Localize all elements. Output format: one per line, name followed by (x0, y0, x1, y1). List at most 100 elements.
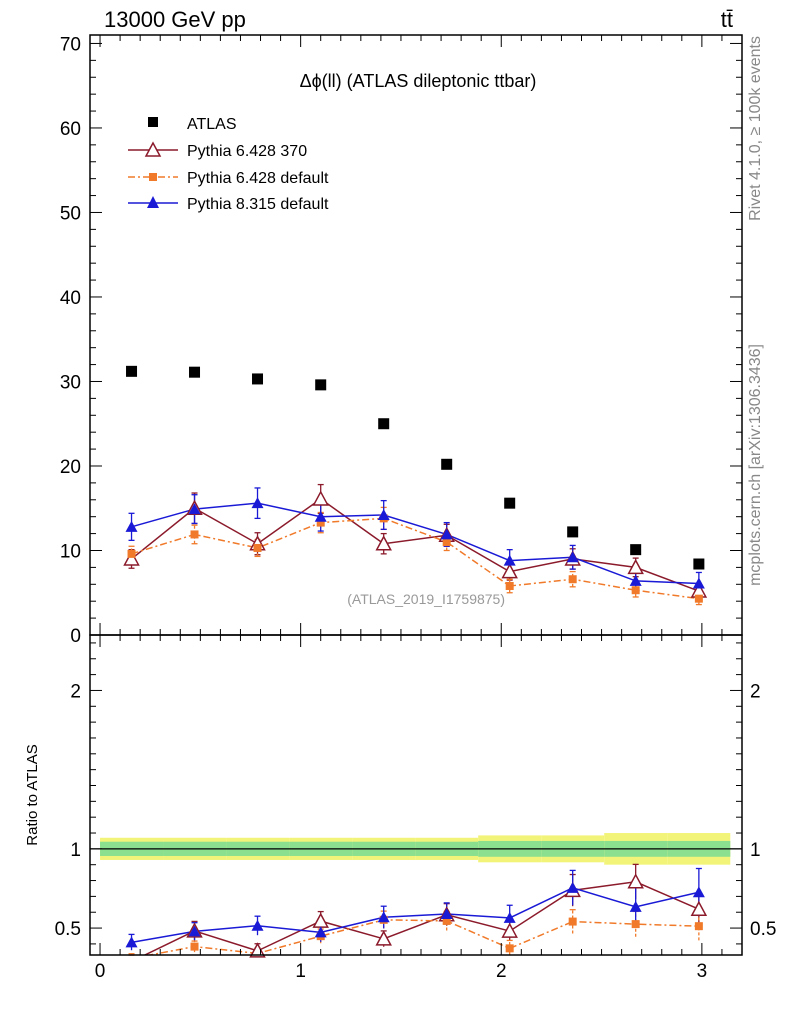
main-point-2-9 (694, 594, 703, 603)
main-y-tick-label-7: 70 (60, 34, 81, 55)
series-markers (123, 365, 708, 958)
ratio-point-2-6 (505, 944, 514, 953)
main-point-0-9 (693, 558, 705, 570)
ratio-plot-frame (89, 634, 743, 956)
ratio-series-line-1 (143, 881, 700, 955)
ratio-point-1-9 (690, 900, 708, 916)
ratio-point-3-9 (692, 886, 705, 898)
ratio-y-tick-label-left-1: 1 (70, 840, 81, 861)
legend-marker-pythia6-default (149, 173, 157, 181)
main-point-2-7 (568, 575, 577, 584)
ratio-point-3-0 (125, 936, 138, 948)
x-tick-label-0: 0 (95, 961, 106, 982)
main-point-2-5 (442, 538, 451, 547)
chart-title: Δϕ(ll) (ATLAS dileptonic ttbar) (300, 71, 537, 91)
ratio-point-2-1 (190, 942, 199, 951)
ratio-point-3-4 (377, 911, 390, 923)
ratio-point-2-9 (694, 922, 703, 931)
main-point-0-4 (378, 418, 390, 430)
main-point-3-7 (566, 551, 579, 563)
legend-marker-pythia6-370 (144, 141, 162, 157)
main-series-line-3 (131, 502, 699, 585)
main-point-0-5 (441, 458, 453, 470)
ratio-point-3-2 (251, 919, 264, 931)
legend-entry-atlas: ATLAS (148, 116, 237, 133)
main-point-0-6 (504, 497, 516, 509)
main-series-line-1 (131, 498, 700, 592)
legend-entry-pythia8: Pythia 8.315 default (128, 196, 329, 213)
main-point-0-1 (189, 366, 201, 378)
ratio-point-1-6 (501, 922, 518, 938)
main-y-tick-label-0: 0 (70, 626, 81, 647)
legend-entry-pythia6-370: Pythia 6.428 370 (128, 141, 307, 160)
ratio-point-3-6 (503, 911, 516, 923)
legend-label-pythia6-default: Pythia 6.428 default (187, 170, 329, 187)
main-point-2-2 (253, 543, 262, 552)
ratio-point-3-7 (566, 881, 579, 893)
legend-marker-pythia8 (147, 196, 159, 208)
ratio-point-1-8 (627, 873, 644, 889)
main-y-tick-label-4: 40 (60, 288, 81, 309)
main-point-1-8 (627, 558, 644, 575)
ratio-y-tick-label-right-2: 2 (750, 681, 761, 702)
main-point-0-3 (315, 379, 327, 391)
main-point-1-6 (501, 563, 518, 579)
ratio-point-3-3 (314, 926, 327, 938)
main-point-2-8 (631, 586, 640, 595)
ratio-point-1-3 (312, 912, 329, 928)
main-point-0-2 (252, 373, 264, 385)
main-point-3-0 (125, 520, 138, 532)
main-point-3-4 (377, 509, 390, 520)
main-y-tick-label-6: 60 (60, 119, 81, 140)
main-point-3-8 (629, 574, 642, 586)
main-point-3-9 (692, 577, 705, 589)
ratio-point-2-5 (442, 916, 451, 925)
main-point-1-4 (375, 535, 392, 551)
main-y-tick-label-2: 20 (60, 457, 81, 478)
main-point-3-5 (440, 528, 453, 540)
main-point-0-7 (567, 526, 579, 538)
ratio-series-line-3 (131, 887, 700, 944)
ratio-y-tick-label-left-2: 2 (70, 681, 81, 702)
ratio-y-tick-label-left-0: 0.5 (55, 919, 81, 940)
mcplots-label: mcplots.cern.ch [arXiv:1306.3436] (747, 344, 764, 586)
main-y-tick-label-5: 50 (60, 203, 81, 224)
ratio-point-2-8 (631, 920, 640, 929)
legend: ATLAS Pythia 6.428 370 Pythia 6.428 defa… (128, 116, 329, 213)
ratio-point-3-8 (629, 900, 642, 912)
process-label: tt̄ (721, 7, 733, 32)
series-lines (128, 483, 702, 956)
ratio-uncertainty-band (90, 833, 742, 865)
ratio-y-label: Ratio to ATLAS (24, 744, 41, 845)
ratio-point-3-5 (440, 907, 453, 919)
legend-label-atlas: ATLAS (187, 116, 237, 133)
main-y-tick-label-3: 30 (60, 372, 81, 393)
main-point-2-0 (127, 549, 136, 558)
legend-marker-atlas (148, 117, 158, 127)
main-point-3-6 (503, 554, 516, 566)
main-point-2-6 (505, 581, 514, 590)
main-point-3-3 (314, 510, 327, 522)
ratio-y-tick-label-right-0: 0.5 (750, 919, 776, 940)
main-point-2-1 (190, 530, 199, 539)
ratio-point-3-1 (188, 925, 201, 937)
main-point-3-2 (251, 497, 264, 509)
main-point-1-0 (123, 550, 140, 566)
x-tick-label-2: 2 (496, 961, 507, 982)
main-point-0-8 (630, 544, 642, 556)
ratio-series-line-2 (145, 919, 699, 955)
ratio-point-2-7 (568, 917, 577, 926)
ratio-point-1-4 (375, 930, 392, 946)
legend-entry-pythia6-default: Pythia 6.428 default (128, 170, 329, 187)
legend-label-pythia8: Pythia 8.315 default (187, 196, 329, 213)
main-y-tick-label-1: 10 (60, 541, 81, 562)
x-tick-label-3: 3 (697, 961, 708, 982)
main-series-line-2 (131, 517, 699, 600)
analysis-watermark: (ATLAS_2019_I1759875) (347, 591, 505, 607)
ratio-y-tick-label-right-1: 1 (750, 840, 761, 861)
main-point-3-1 (188, 503, 201, 515)
legend-label-pythia6-370: Pythia 6.428 370 (187, 143, 307, 160)
main-point-1-3 (312, 490, 329, 506)
